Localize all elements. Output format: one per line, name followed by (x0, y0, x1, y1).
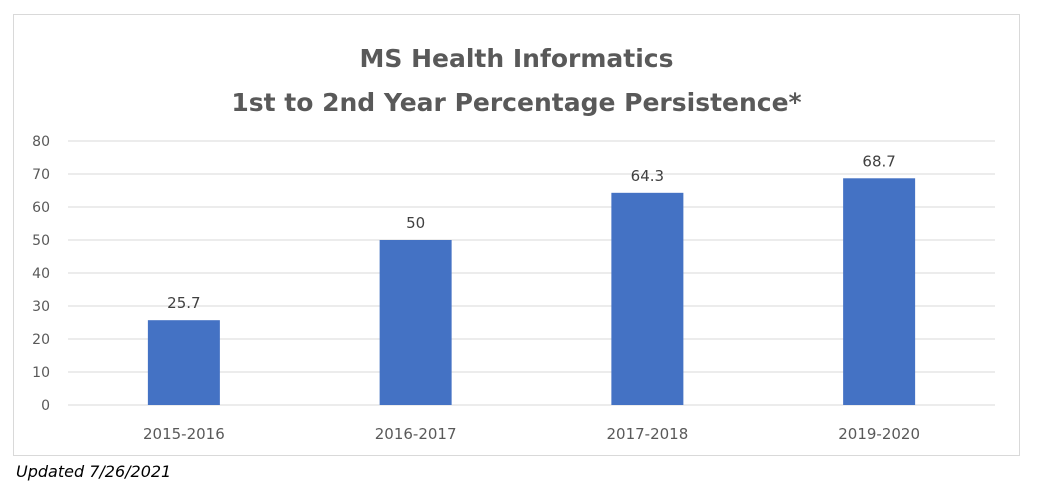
y-tick-label-60: 60 (32, 200, 50, 216)
y-tick-label-50: 50 (32, 233, 50, 249)
chart-title-line-2: 1st to 2nd Year Percentage Persistence* (231, 88, 802, 117)
y-tick-label-10: 10 (32, 365, 50, 381)
x-tick-label-2015-2016: 2015-2016 (143, 425, 225, 443)
y-tick-label-80: 80 (32, 134, 50, 150)
x-tick-label-2019-2020: 2019-2020 (838, 425, 920, 443)
y-tick-label-40: 40 (32, 266, 50, 282)
data-label-2015-2016: 25.7 (167, 294, 200, 312)
bar-2016-2017 (379, 240, 452, 405)
bar-2019-2020 (843, 178, 916, 405)
y-tick-label-0: 0 (41, 398, 50, 414)
bar-2015-2016 (147, 320, 220, 405)
y-tick-label-70: 70 (32, 167, 50, 183)
x-tick-label-2017-2018: 2017-2018 (606, 425, 688, 443)
x-tick-label-2016-2017: 2016-2017 (375, 425, 457, 443)
y-tick-label-20: 20 (32, 332, 50, 348)
chart-title-line-1: MS Health Informatics (359, 44, 674, 73)
y-tick-label-30: 30 (32, 299, 50, 315)
updated-date-note: Updated 7/26/2021 (16, 462, 172, 481)
chart-title: MS Health Informatics 1st to 2nd Year Pe… (14, 37, 1019, 125)
data-label-2017-2018: 64.3 (631, 167, 664, 185)
data-label-2016-2017: 50 (406, 214, 425, 232)
bar-2017-2018 (611, 192, 684, 405)
data-label-2019-2020: 68.7 (862, 152, 895, 170)
